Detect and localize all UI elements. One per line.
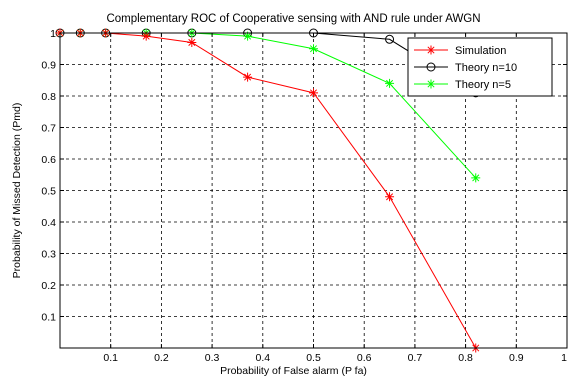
- legend-label: Theory n=5: [455, 79, 511, 91]
- chart-title: Complementary ROC of Cooperative sensing…: [106, 13, 480, 25]
- legend-label: Simulation: [455, 45, 506, 57]
- data-point-simulation: [385, 192, 395, 202]
- x-tick-label: 0.5: [306, 352, 321, 364]
- legend-label: Theory n=10: [455, 62, 517, 74]
- data-point-theory-n-5: [309, 44, 318, 54]
- legend-item-theory-n-10: Theory n=10: [414, 62, 517, 74]
- legend-item-theory-n-5: Theory n=5: [414, 79, 511, 91]
- x-tick-label: 0.1: [103, 352, 118, 364]
- legend-marker: [426, 79, 436, 89]
- y-tick-label: 0.8: [41, 91, 56, 103]
- x-tick-label: 0.3: [205, 352, 220, 364]
- data-point-simulation: [243, 72, 253, 82]
- y-tick-label: 0.1: [41, 312, 56, 324]
- x-tick-label: 0.7: [408, 352, 423, 364]
- y-tick-label: 0.5: [41, 186, 56, 198]
- legend-item-simulation: Simulation: [414, 45, 506, 57]
- data-point-simulation: [141, 31, 151, 41]
- data-point-theory-n-5: [385, 78, 395, 88]
- y-tick-label: 0.6: [41, 154, 56, 166]
- data-point-theory-n-5: [243, 31, 253, 41]
- legend-marker: [426, 62, 436, 72]
- x-tick-label: 0.2: [154, 352, 169, 364]
- y-tick-label: 0.2: [41, 280, 56, 292]
- y-tick-label: 0.4: [41, 217, 56, 229]
- x-tick-label: 0.6: [357, 352, 372, 364]
- data-point-simulation: [309, 88, 318, 98]
- data-point-theory-n-10: [385, 34, 395, 44]
- legend-marker: [426, 45, 436, 55]
- tick-labels: 0.1 0.2 0.3 0.4 0.5 0.6 0.7 0.8 0.9 1 0.1 0.2 0.3 0.4…: [41, 28, 568, 364]
- y-tick-label: 0.7: [41, 123, 56, 135]
- data-point-simulation: [187, 37, 197, 47]
- x-tick-label: 1: [561, 352, 567, 364]
- x-axis-label: Probability of False alarm (P fa): [220, 365, 367, 377]
- y-axis-label: Probability of Missed Detection (Pmd): [11, 103, 23, 279]
- x-tick-label: 0.9: [509, 352, 524, 364]
- grid: [60, 33, 567, 348]
- y-tick-label: 1: [50, 28, 56, 40]
- y-tick-label: 0.9: [41, 60, 56, 72]
- data-point-theory-n-5: [471, 173, 481, 183]
- x-tick-label: 0.8: [458, 352, 473, 364]
- legend: Simulation Theory n=10 Theory n=5: [407, 37, 553, 97]
- x-tick-label: 0.4: [255, 352, 270, 364]
- y-tick-label: 0.3: [41, 249, 56, 261]
